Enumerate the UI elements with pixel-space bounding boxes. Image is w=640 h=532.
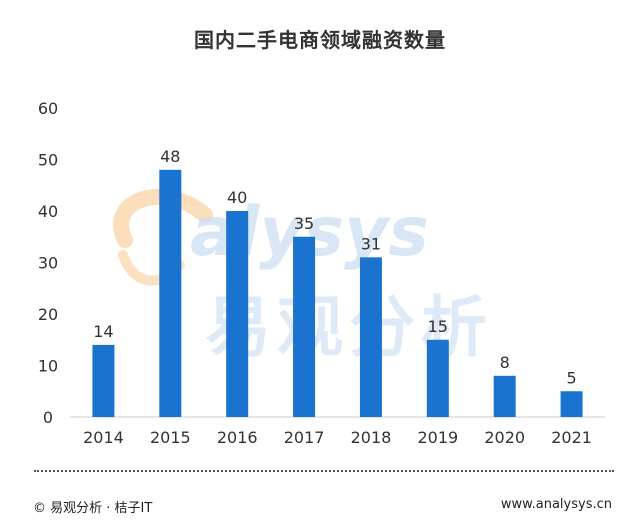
x-tick-label: 2016 — [217, 428, 258, 447]
x-tick-label: 2019 — [417, 428, 458, 447]
bar — [159, 169, 182, 417]
bar-value-label: 15 — [428, 317, 448, 336]
x-tick-label: 2020 — [484, 428, 525, 447]
bar — [293, 236, 316, 417]
bar — [493, 375, 516, 417]
bar-value-label: 40 — [227, 188, 247, 207]
source-note: © 易观分析 · 桔子IT — [33, 501, 153, 516]
x-tick-label: 2017 — [284, 428, 325, 447]
bar — [92, 344, 115, 417]
bars: 14 48 40 35 31 15 8 5 — [92, 147, 583, 417]
bar — [226, 211, 249, 417]
y-tick-label: 20 — [38, 305, 58, 324]
bar-value-label: 5 — [566, 368, 576, 387]
x-tick-label: 2021 — [551, 428, 592, 447]
site-url: www.analysys.cn — [500, 497, 612, 512]
x-tick-label: 2015 — [150, 428, 191, 447]
bar — [359, 257, 382, 417]
y-tick-label: 10 — [38, 357, 58, 376]
x-axis: 2014 2015 2016 2017 2018 2019 2020 2021 — [83, 428, 592, 447]
bar-value-label: 31 — [361, 234, 381, 253]
bar-value-label: 14 — [93, 322, 113, 341]
bar — [560, 391, 583, 417]
bar-value-label: 8 — [500, 353, 510, 372]
y-tick-label: 50 — [38, 151, 58, 170]
footer-divider — [34, 470, 614, 472]
y-axis: 0 10 20 30 40 50 60 — [38, 99, 58, 427]
chart-title: 国内二手电商领域融资数量 — [194, 28, 446, 52]
bar-value-label: 48 — [160, 147, 180, 166]
y-tick-label: 0 — [43, 408, 53, 427]
y-tick-label: 60 — [38, 99, 58, 118]
bar — [426, 339, 449, 417]
x-tick-label: 2014 — [83, 428, 124, 447]
bar-value-label: 35 — [294, 214, 314, 233]
y-tick-label: 40 — [38, 202, 58, 221]
x-tick-label: 2018 — [351, 428, 392, 447]
y-tick-label: 30 — [38, 254, 58, 273]
